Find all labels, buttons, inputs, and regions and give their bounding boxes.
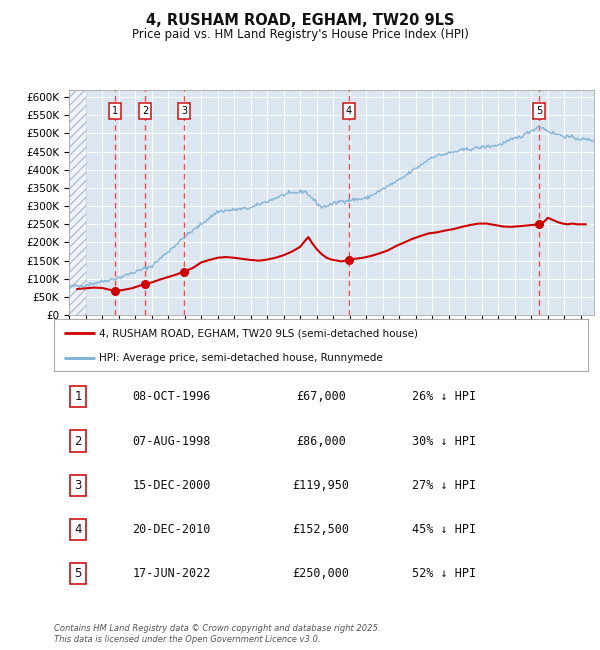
Text: 30% ↓ HPI: 30% ↓ HPI bbox=[412, 434, 476, 447]
Text: Price paid vs. HM Land Registry's House Price Index (HPI): Price paid vs. HM Land Registry's House … bbox=[131, 28, 469, 41]
Text: 08-OCT-1996: 08-OCT-1996 bbox=[132, 390, 211, 403]
Text: £67,000: £67,000 bbox=[296, 390, 346, 403]
Text: £250,000: £250,000 bbox=[293, 567, 349, 580]
Text: 27% ↓ HPI: 27% ↓ HPI bbox=[412, 478, 476, 492]
Text: £152,500: £152,500 bbox=[293, 523, 349, 536]
Text: 07-AUG-1998: 07-AUG-1998 bbox=[132, 434, 211, 447]
Text: 52% ↓ HPI: 52% ↓ HPI bbox=[412, 567, 476, 580]
Text: HPI: Average price, semi-detached house, Runnymede: HPI: Average price, semi-detached house,… bbox=[100, 353, 383, 363]
Text: 1: 1 bbox=[112, 106, 118, 116]
Text: 1: 1 bbox=[74, 390, 82, 403]
Text: 17-JUN-2022: 17-JUN-2022 bbox=[132, 567, 211, 580]
Text: 45% ↓ HPI: 45% ↓ HPI bbox=[412, 523, 476, 536]
Text: 2: 2 bbox=[142, 106, 148, 116]
Text: 4: 4 bbox=[74, 523, 82, 536]
Bar bbox=[69, 90, 86, 315]
Text: Contains HM Land Registry data © Crown copyright and database right 2025.
This d: Contains HM Land Registry data © Crown c… bbox=[54, 624, 380, 644]
Text: £86,000: £86,000 bbox=[296, 434, 346, 447]
Text: 3: 3 bbox=[74, 478, 82, 492]
Text: 20-DEC-2010: 20-DEC-2010 bbox=[132, 523, 211, 536]
Text: 4: 4 bbox=[346, 106, 352, 116]
Text: 3: 3 bbox=[181, 106, 187, 116]
Text: 4, RUSHAM ROAD, EGHAM, TW20 9LS: 4, RUSHAM ROAD, EGHAM, TW20 9LS bbox=[146, 13, 454, 28]
Text: 26% ↓ HPI: 26% ↓ HPI bbox=[412, 390, 476, 403]
Text: 5: 5 bbox=[536, 106, 542, 116]
Bar bbox=[69, 90, 86, 315]
Text: 2: 2 bbox=[74, 434, 82, 447]
Text: 4, RUSHAM ROAD, EGHAM, TW20 9LS (semi-detached house): 4, RUSHAM ROAD, EGHAM, TW20 9LS (semi-de… bbox=[100, 328, 418, 338]
Text: 15-DEC-2000: 15-DEC-2000 bbox=[132, 478, 211, 492]
Text: £119,950: £119,950 bbox=[293, 478, 349, 492]
Text: 5: 5 bbox=[74, 567, 82, 580]
